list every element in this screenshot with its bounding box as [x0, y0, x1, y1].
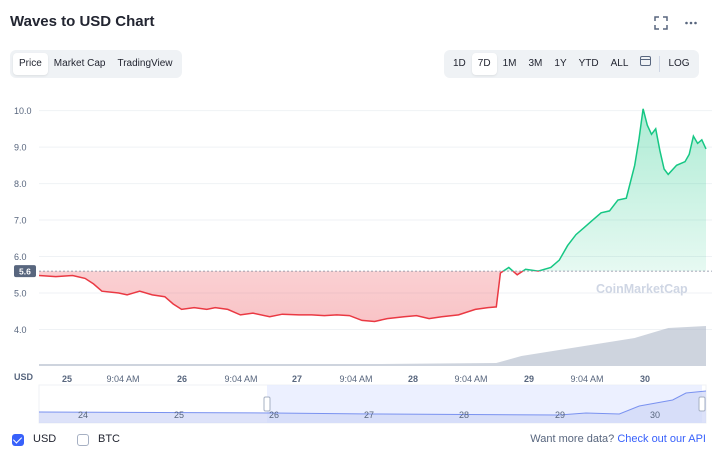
price-line-down — [38, 271, 541, 323]
y-tick-label: 4.0 — [14, 325, 27, 335]
api-text: Want more data? — [530, 433, 615, 445]
navigator-handle[interactable] — [263, 396, 271, 412]
navigator: 24 25 26 27 28 29 30 — [38, 384, 707, 424]
range-ytd[interactable]: YTD — [578, 58, 599, 69]
price-area-down — [39, 271, 523, 322]
range-all[interactable]: ALL — [610, 58, 629, 69]
range-1y[interactable]: 1Y — [554, 58, 567, 69]
volume-area — [39, 326, 706, 366]
x-tick-label: 9:04 AM — [339, 374, 372, 384]
price-area-up — [39, 108, 706, 272]
calendar-button[interactable] — [634, 53, 657, 75]
x-tick-label: 30 — [640, 374, 650, 384]
page-title: Waves to USD Chart — [10, 13, 155, 30]
usd-checkbox[interactable] — [12, 434, 24, 446]
range-1d[interactable]: 1D — [453, 58, 466, 69]
navigator-tick-label: 25 — [174, 410, 184, 420]
btc-label: BTC — [98, 433, 120, 445]
range-7d[interactable]: 7D — [471, 53, 497, 75]
range-3m[interactable]: 3M — [528, 58, 543, 69]
y-tick-label: 6.0 — [14, 252, 27, 262]
fullscreen-icon[interactable] — [652, 16, 670, 34]
baseline: 5.6 — [14, 265, 712, 278]
volume-series — [39, 326, 706, 366]
tab-price[interactable]: Price — [13, 53, 48, 75]
range-tabs: 1D 7D 1M 3M 1Y YTD ALL LOG — [444, 50, 699, 78]
baseline-label: 5.6 — [19, 267, 31, 277]
price-line-up — [501, 108, 707, 272]
x-tick-label: 9:04 AM — [454, 374, 487, 384]
api-promo: Want more data? Check out our API — [530, 433, 706, 445]
y-axis-label: USD — [14, 372, 34, 382]
baseline-badge — [14, 265, 36, 278]
navigator-handle[interactable] — [698, 396, 706, 412]
y-tick-label: 9.0 — [14, 143, 27, 153]
y-tick-label: 5.0 — [14, 289, 27, 299]
y-tick-label: 7.0 — [14, 216, 27, 226]
api-link[interactable]: Check out our API — [617, 433, 706, 445]
y-axis: 10.0 9.0 8.0 7.0 6.0 5.0 4.0 USD — [14, 106, 34, 382]
divider — [659, 56, 661, 72]
tab-tradingview[interactable]: TradingView — [117, 58, 173, 69]
x-tick-label: 28 — [408, 374, 418, 384]
y-tick-label: 8.0 — [14, 179, 27, 189]
calendar-icon — [640, 56, 652, 66]
navigator-tick-label: 24 — [78, 410, 88, 420]
log-toggle[interactable]: LOG — [668, 58, 690, 69]
x-tick-label: 29 — [524, 374, 534, 384]
x-axis: 25 9:04 AM 26 9:04 AM 27 9:04 AM 28 9:04 AM 29 9:… — [62, 374, 650, 384]
x-tick-label: 25 — [62, 374, 72, 384]
price-area — [39, 108, 706, 322]
x-tick-label: 9:04 AM — [224, 374, 257, 384]
navigator-tick-label: 28 — [459, 410, 469, 420]
navigator-line — [38, 390, 707, 416]
navigator-tick-label: 29 — [555, 410, 565, 420]
x-tick-label: 9:04 AM — [570, 374, 603, 384]
y-tick-label: 10.0 — [14, 106, 32, 116]
x-tick-label: 9:04 AM — [106, 374, 139, 384]
navigator-tick-label: 27 — [364, 410, 374, 420]
chart-type-tabs: Price Market Cap TradingView — [10, 50, 182, 78]
range-1m[interactable]: 1M — [502, 58, 517, 69]
x-tick-label: 26 — [177, 374, 187, 384]
footer: USD BTC Want more data? Check out our AP… — [0, 428, 722, 450]
watermark: CoinMarketCap — [596, 282, 688, 296]
navigator-tick-label: 26 — [269, 410, 279, 420]
price-line — [38, 108, 707, 323]
navigator-tick-label: 30 — [650, 410, 660, 420]
usd-label: USD — [33, 433, 57, 445]
more-icon[interactable] — [682, 16, 700, 34]
btc-checkbox[interactable] — [77, 434, 89, 446]
x-tick-label: 27 — [292, 374, 302, 384]
tab-market-cap[interactable]: Market Cap — [53, 58, 106, 69]
